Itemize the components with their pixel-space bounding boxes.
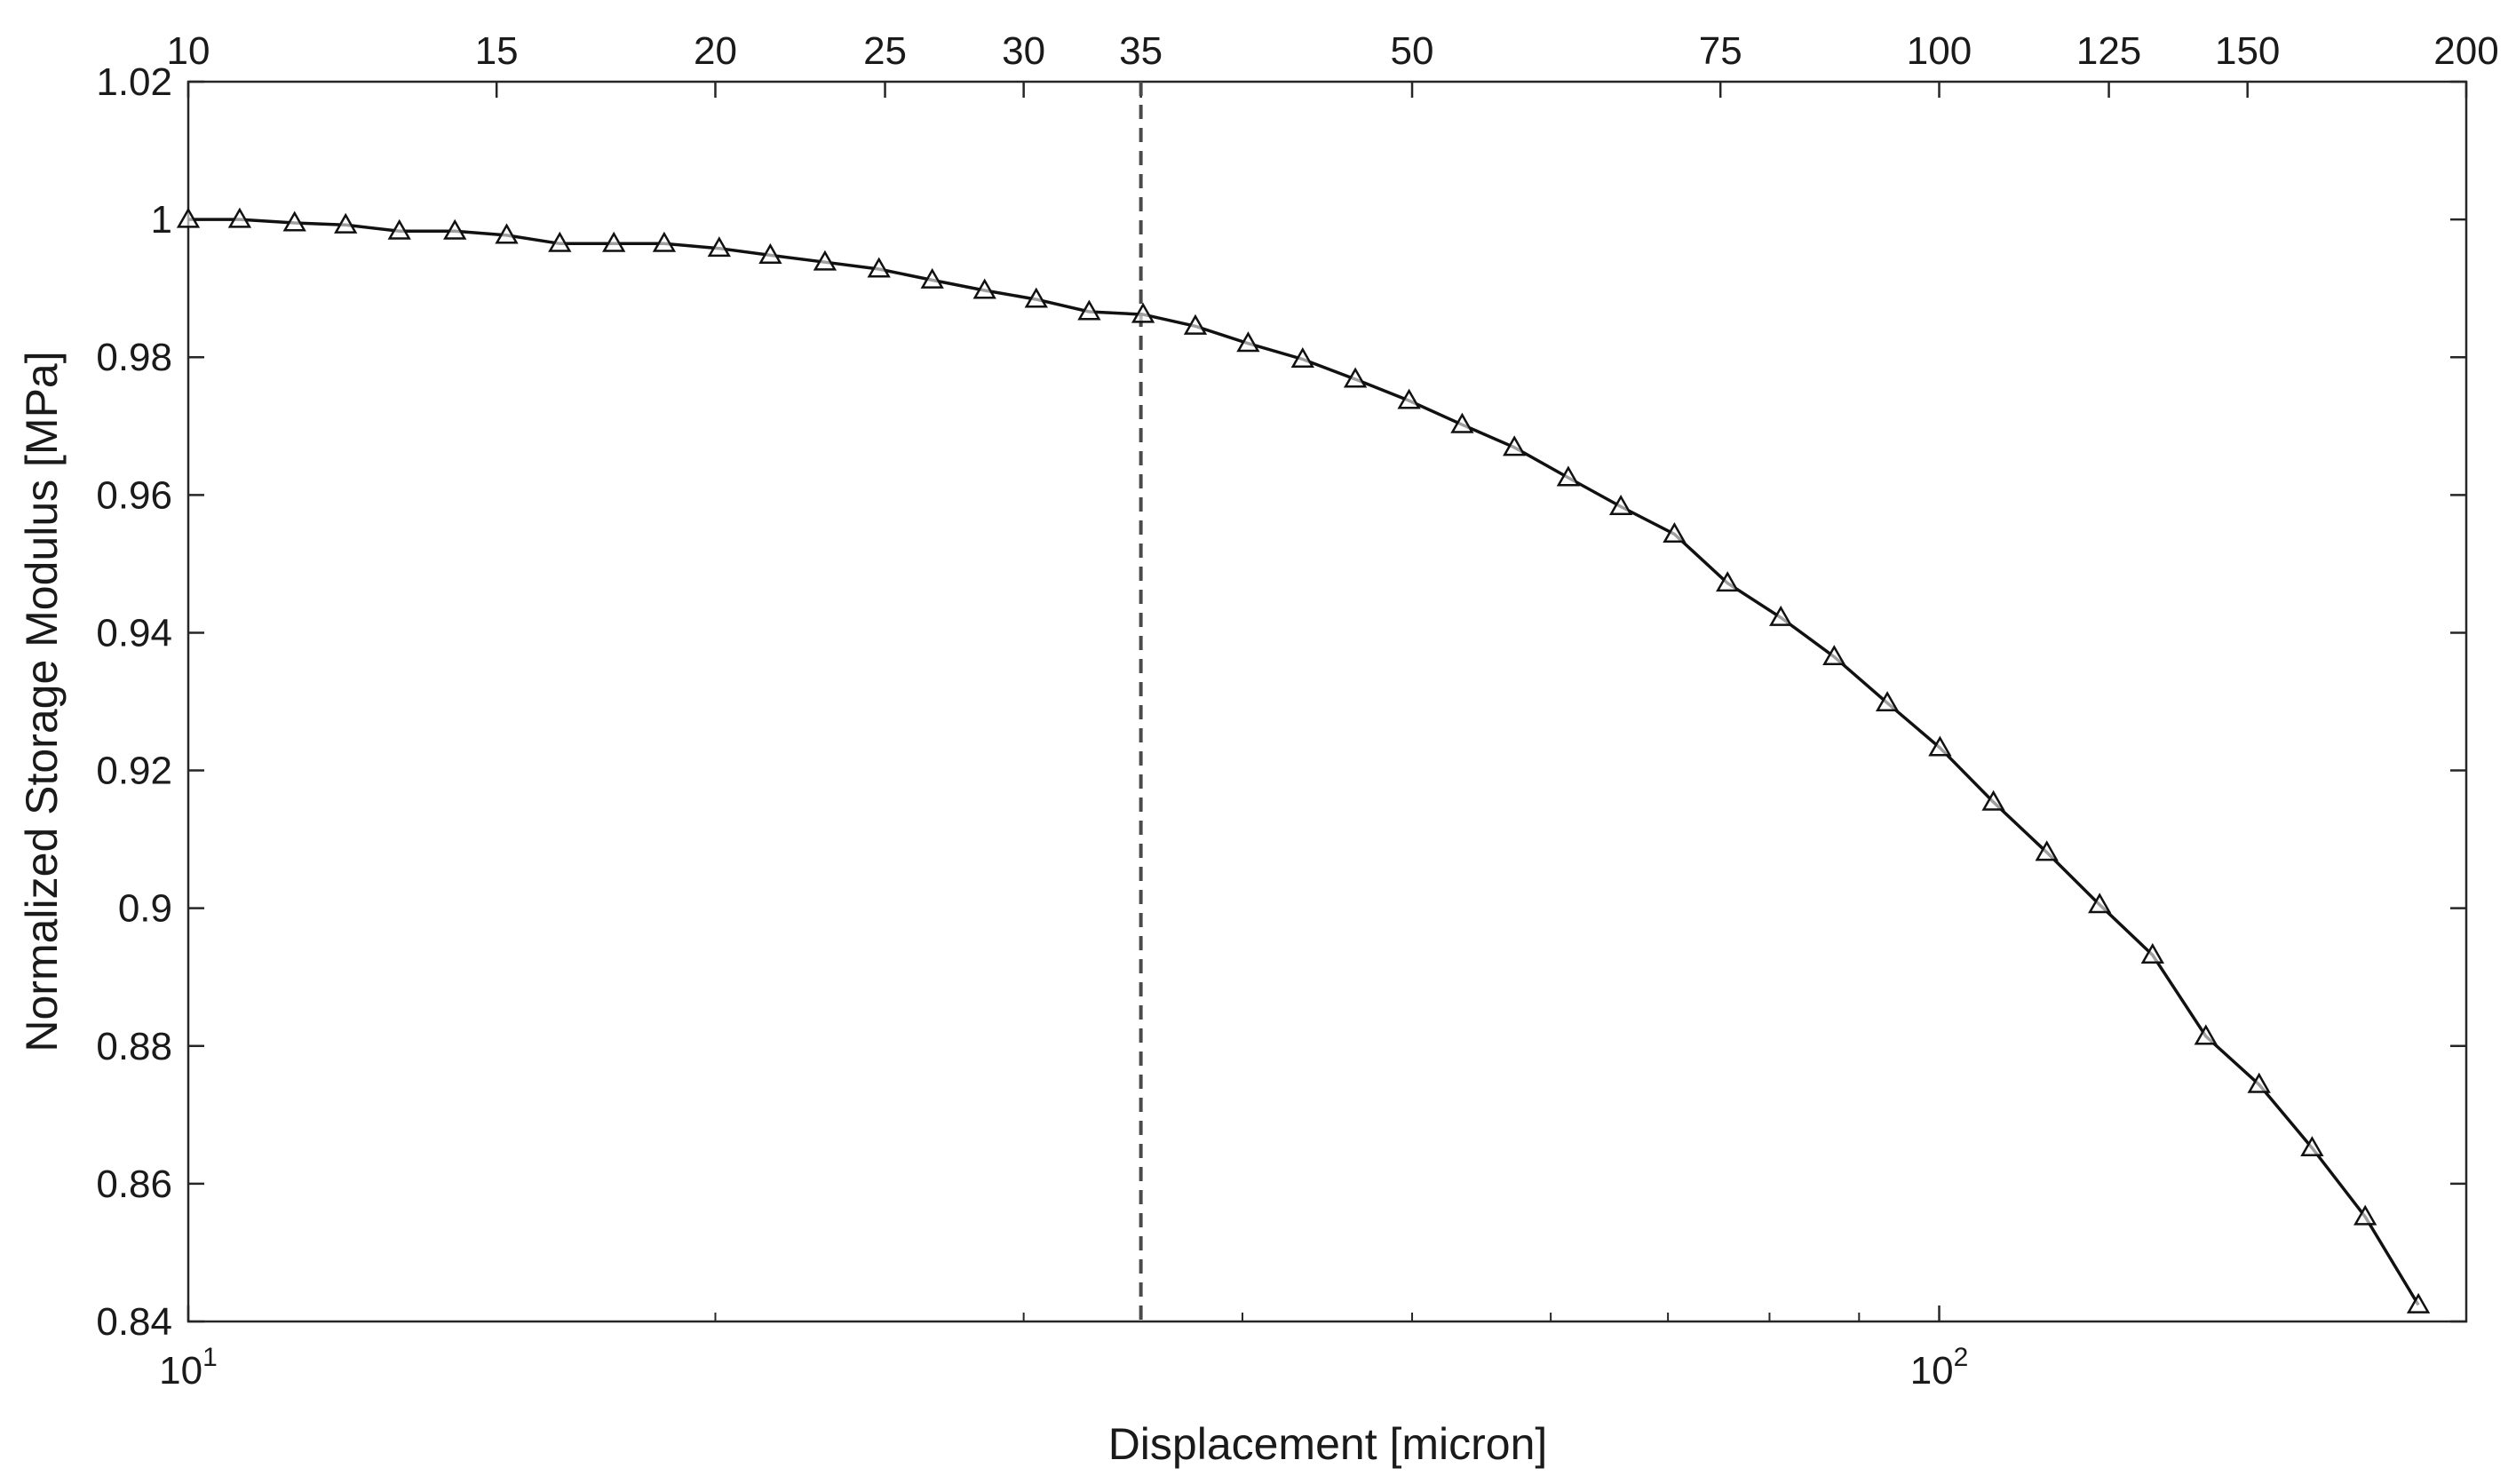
x-axis-label: Displacement [micron] — [1108, 1419, 1548, 1469]
data-point-marker — [495, 223, 519, 244]
x-tick-label: 102 — [1910, 1343, 1969, 1393]
y-tick-label: 0.96 — [96, 473, 172, 517]
y-tick-label: 0.94 — [96, 611, 172, 655]
data-point-marker — [972, 278, 996, 299]
x-tick-label: 101 — [159, 1343, 218, 1393]
y-axis-label: Normalized Storage Modulus [MPa] — [17, 351, 67, 1051]
top-tick-label: 25 — [863, 29, 907, 73]
data-point-marker — [1236, 331, 1260, 353]
data-point-marker — [1024, 287, 1048, 308]
data-point-marker — [1131, 302, 1155, 323]
data-point-marker — [1450, 412, 1474, 433]
top-tick-label: 35 — [1119, 29, 1163, 73]
y-tick-label: 0.98 — [96, 336, 172, 379]
data-point-marker — [707, 236, 731, 258]
data-point-marker — [867, 257, 891, 278]
y-tick-label: 0.9 — [118, 887, 172, 931]
top-tick-label: 125 — [2076, 29, 2141, 73]
data-point-marker — [282, 210, 306, 232]
y-tick-label: 0.92 — [96, 750, 172, 793]
series-group — [176, 82, 2431, 1321]
x-tick-exponent: 1 — [202, 1343, 218, 1372]
data-point-marker — [758, 242, 782, 264]
data-point-marker — [2035, 840, 2059, 861]
data-point-marker — [387, 218, 411, 240]
data-point-marker — [1875, 691, 1900, 712]
data-point-marker — [548, 231, 572, 252]
data-point-marker — [1397, 388, 1421, 409]
axes-group — [187, 80, 2468, 1323]
top-tick-label: 150 — [2215, 29, 2280, 73]
data-point-marker — [602, 231, 626, 252]
data-point-marker — [176, 207, 201, 228]
data-point-marker — [920, 267, 944, 289]
data-point-marker — [1503, 435, 1527, 456]
data-point-marker — [334, 212, 358, 234]
top-tick-label: 50 — [1391, 29, 1434, 73]
data-point-marker — [2247, 1072, 2271, 1093]
top-tick-label: 10 — [167, 29, 210, 73]
top-tick-label: 100 — [1907, 29, 1972, 73]
top-tick-label: 75 — [1699, 29, 1742, 73]
x-tick-base: 10 — [159, 1349, 202, 1393]
data-point-marker — [1556, 465, 1581, 487]
data-point-marker — [1928, 735, 1952, 757]
y-tick-label: 0.84 — [96, 1300, 172, 1344]
top-tick-label: 200 — [2433, 29, 2498, 73]
data-point-marker — [813, 250, 837, 271]
data-point-marker — [1290, 346, 1314, 369]
data-point-marker — [1343, 367, 1368, 388]
data-point-marker — [1822, 645, 1846, 666]
top-tick-label: 20 — [694, 29, 737, 73]
data-point-marker — [1608, 494, 1633, 516]
plot-frame — [187, 80, 2468, 1323]
data-point-marker — [1769, 605, 1793, 626]
data-point-marker — [2300, 1136, 2324, 1157]
top-tick-label: 15 — [475, 29, 519, 73]
data-point-marker — [2353, 1204, 2377, 1226]
data-point-marker — [2406, 1292, 2431, 1313]
x-tick-exponent: 2 — [1954, 1343, 1969, 1372]
data-point-marker — [1663, 521, 1687, 544]
series-line — [188, 218, 2420, 1306]
data-point-marker — [443, 218, 467, 240]
top-tick-label: 30 — [1002, 29, 1045, 73]
y-tick-label: 1 — [151, 198, 172, 242]
y-tick-label: 0.86 — [96, 1163, 172, 1206]
data-point-marker — [2088, 893, 2112, 914]
data-point-marker — [2194, 1024, 2218, 1045]
x-tick-base: 10 — [1910, 1349, 1954, 1393]
data-point-marker — [1077, 299, 1101, 321]
data-point-marker — [1981, 790, 2005, 811]
data-point-marker — [1716, 571, 1740, 592]
y-tick-label: 1.02 — [96, 60, 172, 104]
data-point-marker — [1183, 313, 1208, 335]
y-tick-label: 0.88 — [96, 1025, 172, 1068]
data-point-marker — [652, 231, 677, 252]
data-point-marker — [2140, 942, 2164, 964]
data-point-marker — [227, 207, 252, 228]
